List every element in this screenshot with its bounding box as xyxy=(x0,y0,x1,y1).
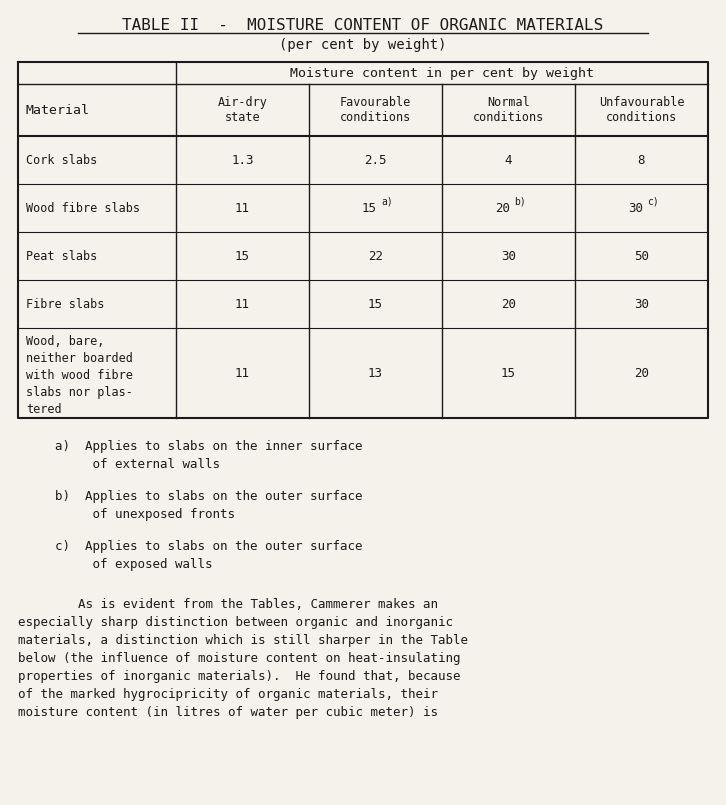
Text: 30: 30 xyxy=(634,298,649,311)
Text: Moisture content in per cent by weight: Moisture content in per cent by weight xyxy=(290,67,594,80)
Text: 22: 22 xyxy=(368,250,383,262)
Text: Wood, bare,
neither boarded
with wood fibre
slabs nor plas-
tered: Wood, bare, neither boarded with wood fi… xyxy=(26,335,133,416)
Text: 13: 13 xyxy=(368,366,383,379)
Text: Fibre slabs: Fibre slabs xyxy=(26,298,105,311)
Text: 15: 15 xyxy=(501,366,516,379)
Text: 1.3: 1.3 xyxy=(232,154,254,167)
Text: 20: 20 xyxy=(495,201,510,214)
Text: (per cent by weight): (per cent by weight) xyxy=(280,38,446,52)
Text: 15: 15 xyxy=(368,298,383,311)
Text: c): c) xyxy=(648,196,659,206)
Text: 20: 20 xyxy=(501,298,516,311)
Text: 50: 50 xyxy=(634,250,649,262)
Text: b)  Applies to slabs on the outer surface
     of unexposed fronts: b) Applies to slabs on the outer surface… xyxy=(55,490,362,521)
Text: Wood fibre slabs: Wood fibre slabs xyxy=(26,201,140,214)
Text: 11: 11 xyxy=(235,201,250,214)
Text: Peat slabs: Peat slabs xyxy=(26,250,97,262)
Text: 8: 8 xyxy=(637,154,645,167)
Text: Favourable
conditions: Favourable conditions xyxy=(340,96,411,124)
Text: 11: 11 xyxy=(235,366,250,379)
Text: As is evident from the Tables, Cammerer makes an
especially sharp distinction be: As is evident from the Tables, Cammerer … xyxy=(18,598,468,719)
Text: TABLE II  -  MOISTURE CONTENT OF ORGANIC MATERIALS: TABLE II - MOISTURE CONTENT OF ORGANIC M… xyxy=(123,18,603,33)
Text: 15: 15 xyxy=(235,250,250,262)
Text: c)  Applies to slabs on the outer surface
     of exposed walls: c) Applies to slabs on the outer surface… xyxy=(55,540,362,571)
Text: 4: 4 xyxy=(505,154,513,167)
Text: 30: 30 xyxy=(628,201,643,214)
Text: Unfavourable
conditions: Unfavourable conditions xyxy=(599,96,684,124)
Text: 15: 15 xyxy=(362,201,377,214)
Text: Cork slabs: Cork slabs xyxy=(26,154,97,167)
Text: 30: 30 xyxy=(501,250,516,262)
Text: 20: 20 xyxy=(634,366,649,379)
Text: a)  Applies to slabs on the inner surface
     of external walls: a) Applies to slabs on the inner surface… xyxy=(55,440,362,471)
Text: 2.5: 2.5 xyxy=(364,154,387,167)
Text: Normal
conditions: Normal conditions xyxy=(473,96,544,124)
Text: b): b) xyxy=(515,196,526,206)
Text: Material: Material xyxy=(26,104,90,117)
Text: 11: 11 xyxy=(235,298,250,311)
Text: a): a) xyxy=(381,196,393,206)
Text: Air-dry
state: Air-dry state xyxy=(218,96,267,124)
